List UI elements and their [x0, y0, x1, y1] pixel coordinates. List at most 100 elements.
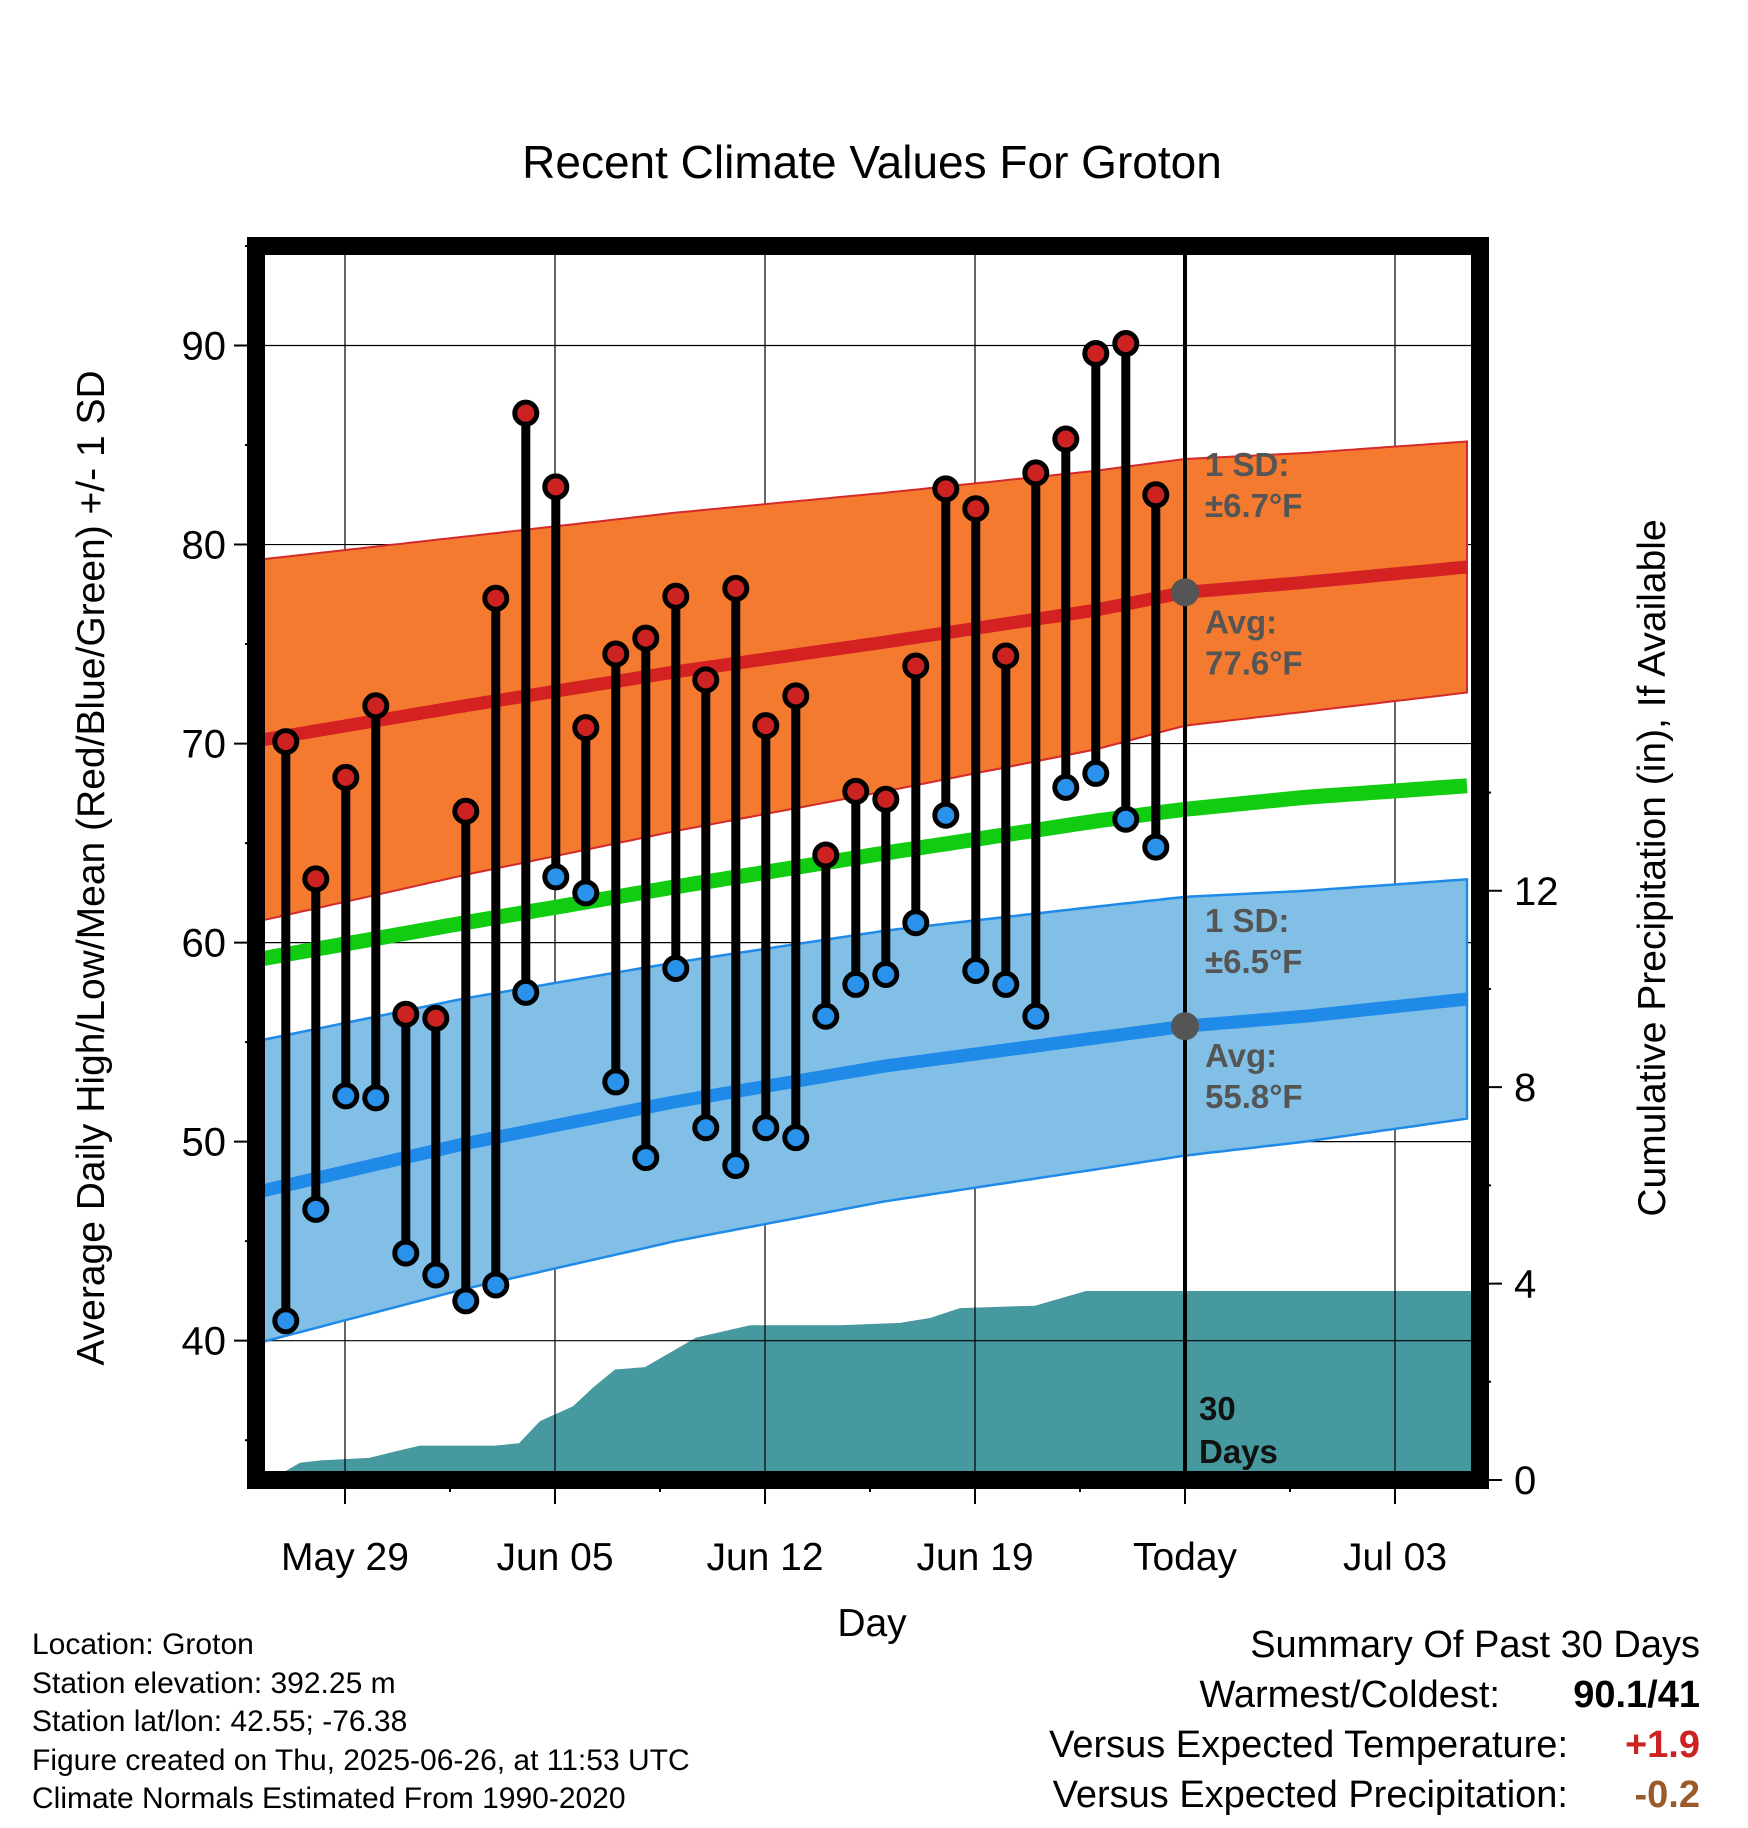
low-avg-label: Avg: — [1205, 1037, 1277, 1074]
daily-low-point — [992, 970, 1020, 998]
daily-low-point — [1022, 1002, 1050, 1030]
high-avg-label: Avg: — [1205, 603, 1277, 640]
daily-low-point — [812, 1002, 840, 1030]
high-sd-label: 1 SD: — [1205, 446, 1289, 483]
daily-high-point — [362, 692, 390, 720]
daily-low-point — [542, 863, 570, 891]
y-axis-label: Average Daily High/Low/Mean (Red/Blue/Gr… — [70, 370, 113, 1365]
y2-axis-label: Cumulative Precipitation (in), If Availa… — [1631, 519, 1674, 1216]
y-axis: 40 50 60 70 80 90 — [182, 245, 256, 1442]
daily-low-point — [332, 1082, 360, 1110]
daily-high-point — [512, 399, 540, 427]
daily-high-point — [872, 785, 900, 813]
warmest-coldest-row: Warmest/Coldest: 90.1/41 — [800, 1670, 1700, 1720]
daily-high-point — [842, 777, 870, 805]
daily-low-point — [1112, 805, 1140, 833]
x-tick-label: May 29 — [281, 1536, 409, 1579]
daily-low-point — [872, 960, 900, 988]
daily-low-point — [782, 1124, 810, 1152]
daily-low-point — [302, 1195, 330, 1223]
daily-high-point — [1052, 425, 1080, 453]
daily-low-point — [722, 1152, 750, 1180]
daily-low-point — [692, 1114, 720, 1142]
daily-low-point — [1082, 759, 1110, 787]
y-tick-label: 70 — [182, 723, 227, 767]
daily-high-point — [482, 584, 510, 612]
daily-observations — [272, 330, 1170, 1335]
today-days-word: Days — [1199, 1433, 1278, 1470]
y-tick-label: 90 — [182, 325, 227, 369]
precip-row: Versus Expected Precipitation: -0.2 — [800, 1770, 1700, 1820]
low-avg-value: 55.8°F — [1205, 1078, 1303, 1115]
chart-title: Recent Climate Values For Groton — [522, 136, 1222, 188]
y-tick-label: 60 — [182, 922, 227, 966]
daily-low-point — [1142, 833, 1170, 861]
precip-label: Versus Expected Precipitation: — [1052, 1774, 1568, 1816]
daily-high-point — [1112, 330, 1140, 358]
daily-high-point — [542, 473, 570, 501]
daily-low-point — [602, 1068, 630, 1096]
daily-low-point — [1052, 773, 1080, 801]
daily-low-point — [512, 978, 540, 1006]
daily-low-point — [902, 909, 930, 937]
temp-value: +1.9 — [1624, 1724, 1700, 1766]
daily-high-point — [392, 1000, 420, 1028]
y-tick-label: 50 — [182, 1121, 227, 1165]
daily-high-point — [962, 495, 990, 523]
daily-high-point — [632, 624, 660, 652]
daily-low-point — [662, 954, 690, 982]
temp-row: Versus Expected Temperature: +1.9 — [800, 1720, 1700, 1770]
x-tick-label: Jun 05 — [496, 1536, 613, 1579]
daily-high-point — [662, 582, 690, 610]
latlon-text: Station lat/lon: 42.55; -76.38 — [32, 1705, 408, 1738]
temp-label: Versus Expected Temperature: — [1049, 1724, 1568, 1766]
high-avg-value: 77.6°F — [1205, 644, 1303, 681]
x-tick-label: Today — [1133, 1536, 1238, 1579]
x-tick-label: Jul 03 — [1343, 1536, 1447, 1579]
y2-tick-label: 8 — [1514, 1066, 1536, 1110]
daily-high-point — [422, 1004, 450, 1032]
y-tick-label: 80 — [182, 524, 227, 568]
location-text: Location: Groton — [32, 1628, 254, 1661]
x-tick-label: Jun 12 — [706, 1536, 823, 1579]
daily-high-point — [782, 682, 810, 710]
warmest-coldest-label: Warmest/Coldest: — [1199, 1674, 1500, 1716]
daily-low-point — [482, 1271, 510, 1299]
plot-frame — [247, 237, 1489, 1489]
today-high-avg-dot — [1171, 578, 1199, 607]
x-axis-label: Day — [837, 1602, 907, 1645]
daily-low-point — [422, 1261, 450, 1289]
daily-high-point — [1022, 459, 1050, 487]
high-sd-value: ±6.7°F — [1205, 487, 1302, 524]
daily-high-point — [902, 652, 930, 680]
y2-tick-label: 4 — [1514, 1263, 1536, 1307]
daily-low-point — [842, 970, 870, 998]
daily-high-point — [602, 640, 630, 668]
daily-low-point — [752, 1114, 780, 1142]
elevation-text: Station elevation: 392.25 m — [32, 1666, 396, 1700]
daily-high-point — [1142, 481, 1170, 509]
daily-low-point — [272, 1307, 300, 1335]
daily-high-point — [692, 666, 720, 694]
daily-high-point — [722, 574, 750, 602]
daily-low-point — [572, 879, 600, 907]
daily-high-point — [332, 763, 360, 791]
daily-high-point — [932, 475, 960, 503]
daily-high-point — [452, 797, 480, 825]
today-days-number: 30 — [1199, 1390, 1236, 1427]
normal-high-line — [256, 560, 1468, 748]
today-low-avg-dot — [1171, 1012, 1199, 1041]
created-text: Figure created on Thu, 2025-06-26, at 11… — [32, 1743, 690, 1777]
daily-low-point — [962, 956, 990, 984]
daily-high-point — [992, 642, 1020, 670]
precip-value: -0.2 — [1634, 1774, 1700, 1816]
plot-inner: 1 SD: ±6.7°F Avg: 77.6°F 1 SD: ±6.5°F Avg: 55.8… — [256, 246, 1480, 1480]
low-sd-band — [256, 877, 1469, 1345]
precip-area — [270, 1291, 1476, 1480]
daily-high-point — [1082, 339, 1110, 367]
x-tick-label: Jun 19 — [916, 1536, 1033, 1579]
summary-panel: Summary Of Past 30 Days Warmest/Coldest:… — [800, 1620, 1700, 1820]
daily-low-point — [392, 1239, 420, 1267]
daily-high-point — [812, 841, 840, 869]
